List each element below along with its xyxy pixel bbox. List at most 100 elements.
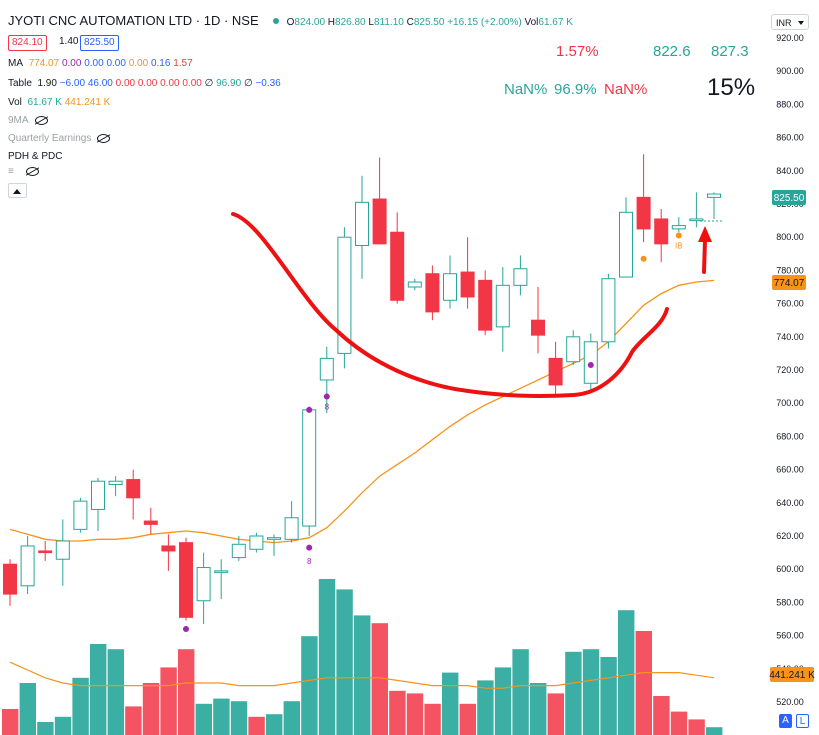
candle xyxy=(38,540,53,561)
buy-price-button[interactable]: 825.50 xyxy=(80,35,119,51)
volume-bar xyxy=(547,693,564,735)
candle-body xyxy=(337,236,352,354)
earnings-legend[interactable]: Quarterly Earnings xyxy=(8,133,111,144)
currency-selector[interactable]: INR xyxy=(771,14,809,30)
volume-bar xyxy=(160,667,177,735)
volume-bar xyxy=(283,701,300,735)
candle-body xyxy=(20,545,35,587)
signal-label: IB xyxy=(675,242,683,251)
candle-body xyxy=(460,271,475,298)
candlesticks xyxy=(3,154,721,624)
candle-body xyxy=(407,281,422,288)
candle xyxy=(179,537,193,621)
price-tick-label: 640.00 xyxy=(776,498,804,508)
vol-legend[interactable]: Vol 61.67 K 441.241 K xyxy=(8,97,111,108)
signal-dot xyxy=(587,362,594,369)
candle-body xyxy=(495,284,510,328)
hidden-eye-icon[interactable] xyxy=(25,166,39,176)
pdh-legend[interactable]: PDH & PDC xyxy=(8,151,63,162)
candle-body xyxy=(249,535,264,550)
collapse-legend-button[interactable] xyxy=(8,183,27,198)
candle-body xyxy=(179,542,193,618)
volume-bar xyxy=(230,701,248,735)
price-tick-label: 780.00 xyxy=(776,265,804,275)
candle-body xyxy=(548,357,563,386)
candle-body xyxy=(425,273,440,313)
candle-body xyxy=(143,520,158,525)
signal-dot xyxy=(323,393,330,400)
volume-bar xyxy=(248,716,265,735)
table-cell-nan-2: NaN% xyxy=(604,81,648,98)
volume-bar xyxy=(706,727,723,735)
candle xyxy=(372,157,387,245)
price-tick-label: 800.00 xyxy=(776,232,804,242)
signal-dot xyxy=(306,406,313,413)
hand-drawn-cup-annotation xyxy=(231,212,669,398)
9ma-legend[interactable]: 9MA xyxy=(8,115,48,126)
candle xyxy=(302,406,317,536)
candle xyxy=(108,476,123,497)
candle-body xyxy=(55,540,70,560)
candle-body xyxy=(161,545,176,552)
table-legend[interactable]: Table 1.90 −6.00 46.00 0.00 0.00 0.00 0.… xyxy=(8,78,281,89)
hidden-eye-icon[interactable] xyxy=(97,133,111,143)
vol-value: 61.67 K xyxy=(538,17,573,28)
hand-drawn-arrow-annotation xyxy=(702,238,707,274)
candle xyxy=(214,559,229,600)
candle-body xyxy=(38,550,53,554)
volume-bar xyxy=(354,615,371,735)
candle xyxy=(689,192,704,228)
volume-bar xyxy=(107,649,124,735)
volume-bar xyxy=(688,719,705,735)
sell-price-button[interactable]: 824.10 xyxy=(8,35,47,51)
price-tick-label: 880.00 xyxy=(776,99,804,109)
candle xyxy=(407,278,422,291)
volume-bar xyxy=(195,703,212,735)
price-tick-label: 700.00 xyxy=(776,398,804,408)
candle-body xyxy=(513,268,528,286)
candle-body xyxy=(231,543,246,559)
auto-scale-button[interactable]: A xyxy=(779,714,792,728)
candle-body xyxy=(443,273,457,301)
arrow-head-icon xyxy=(698,226,712,242)
candle-body xyxy=(531,319,545,336)
market-open-icon xyxy=(272,18,279,25)
signal-dot xyxy=(640,255,647,262)
volume-bar xyxy=(494,667,512,735)
candle-body xyxy=(214,570,229,573)
symbol-title[interactable]: JYOTI CNC AUTOMATION LTD · 1D · NSE xyxy=(8,13,259,28)
volume-ma-label: 441.241 K xyxy=(769,670,815,681)
hidden-indicator-legend[interactable]: ≡ xyxy=(8,166,39,177)
volume-bar xyxy=(600,657,617,735)
price-tick-label: 580.00 xyxy=(776,597,804,607)
candle xyxy=(355,175,369,279)
hidden-eye-icon[interactable] xyxy=(34,115,48,125)
table-big-percent: 15% xyxy=(707,74,756,101)
ma-price-label: 774.07 xyxy=(774,278,805,289)
symbol-legend[interactable]: JYOTI CNC AUTOMATION LTD · 1D · NSE O824.… xyxy=(8,13,573,28)
price-tick-label: 740.00 xyxy=(776,332,804,342)
candle-body xyxy=(267,537,281,540)
candle-body xyxy=(355,201,369,246)
candle xyxy=(425,265,440,321)
volume-bar xyxy=(406,693,424,735)
candle xyxy=(284,501,299,543)
candle xyxy=(654,208,669,263)
candle-body xyxy=(3,563,17,595)
change-value: +16.15 (+2.00%) xyxy=(447,17,522,28)
price-axis[interactable]: 920.00900.00880.00860.00840.00820.00800.… xyxy=(776,33,804,707)
vol-label: Vol xyxy=(524,17,539,28)
table-cell-nan-1: NaN% xyxy=(504,81,548,98)
signal-dot xyxy=(183,625,189,632)
volume-bars xyxy=(2,579,723,735)
volume-bar xyxy=(142,683,160,735)
log-scale-button[interactable]: L xyxy=(796,714,809,728)
table-cell-low: 822.6 xyxy=(653,43,691,60)
volume-bar xyxy=(336,589,353,735)
candle-body xyxy=(390,231,405,301)
candle-body xyxy=(319,357,334,381)
ma-legend[interactable]: MA 774.07 0.00 0.00 0.00 0.00 0.16 1.57 xyxy=(8,58,193,69)
candle-body xyxy=(126,479,141,499)
volume-bar xyxy=(389,690,406,735)
